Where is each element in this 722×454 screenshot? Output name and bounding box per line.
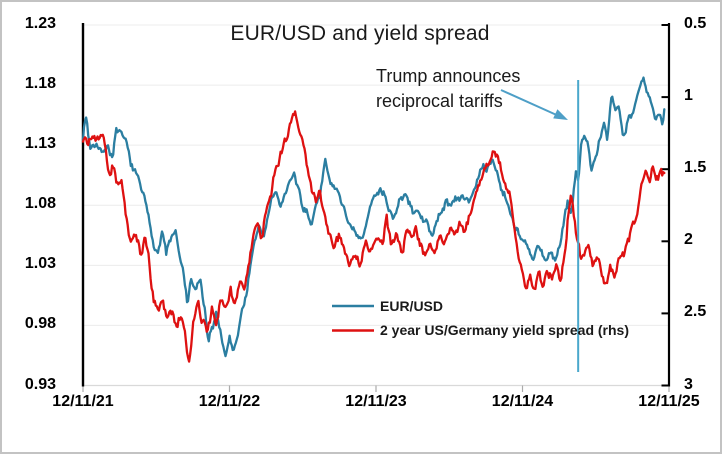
left-axis-tick-label: 1.08 (24, 195, 56, 213)
event-annotation-line-1: Trump announces (376, 66, 521, 86)
right-axis-tick-label: 3 (684, 375, 693, 393)
left-axis-tick-label: 1.18 (24, 75, 56, 93)
event-annotation-line-2: reciprocal tariffs (376, 91, 503, 111)
x-axis-tick-label: 12/11/24 (491, 393, 554, 410)
event-annotation: Trump announces reciprocal tariffs (376, 64, 520, 114)
series-line-yield-spread (81, 110, 666, 363)
x-axis-tick-label: 12/11/23 (345, 393, 407, 410)
series-line-eurusd (81, 76, 666, 358)
right-axis-tick-label: 1 (684, 87, 693, 105)
right-axis-tick-label: 0.5 (684, 15, 707, 32)
annotation-arrow-line (500, 89, 556, 116)
legend-label-eurusd: EUR/USD (380, 297, 444, 314)
right-axis-tick-label: 2.5 (684, 303, 707, 321)
legend-label-yield-spread: 2 year US/Germany yield spread (rhs) (380, 322, 629, 338)
x-axis-tick-label: 12/11/25 (638, 393, 700, 410)
left-axis-tick-label: 0.98 (24, 315, 56, 333)
x-axis-tick-label: 12/11/22 (198, 393, 261, 410)
left-axis-tick-label: 1.03 (24, 255, 56, 273)
left-axis-tick-label: 1.23 (24, 15, 56, 32)
chart-title: EUR/USD and yield spread (230, 22, 490, 45)
left-axis-tick-label: 0.93 (24, 375, 56, 393)
annotation-arrow-head (553, 109, 568, 120)
right-axis-tick-label: 2 (684, 231, 693, 249)
x-axis-tick-label: 12/11/21 (52, 393, 114, 410)
right-axis-tick-label: 1.5 (684, 159, 707, 177)
left-axis-tick-label: 1.13 (24, 135, 56, 153)
